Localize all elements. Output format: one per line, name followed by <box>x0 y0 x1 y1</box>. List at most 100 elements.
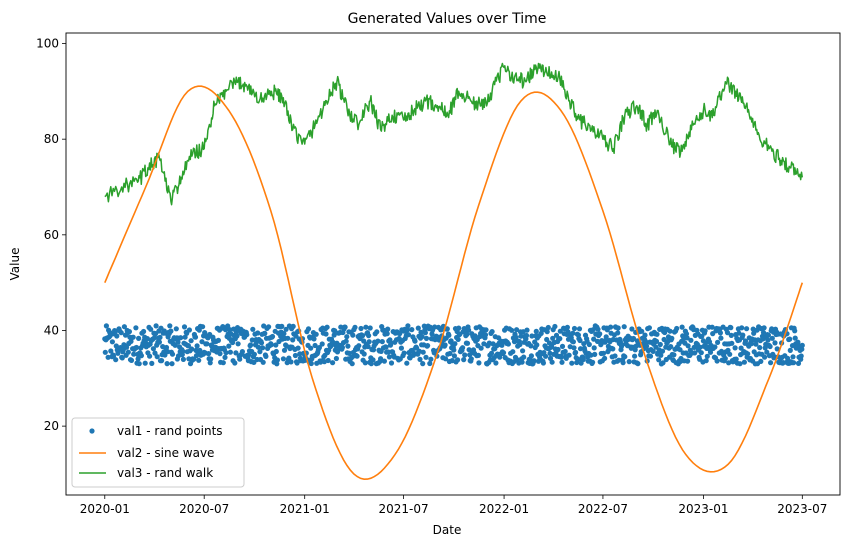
val1-point <box>483 327 489 333</box>
val1-point <box>281 331 287 337</box>
val1-point <box>748 341 755 347</box>
val1-point <box>774 346 780 352</box>
val1-point <box>169 361 175 367</box>
val1-point <box>559 343 566 349</box>
val1-point <box>156 339 162 345</box>
val1-point <box>404 327 410 333</box>
val1-point <box>350 332 356 338</box>
val1-point <box>412 338 418 344</box>
val1-point <box>558 354 565 360</box>
val1-point <box>739 325 745 331</box>
val1-point <box>186 327 192 333</box>
val1-point <box>592 351 598 357</box>
val1-point <box>728 325 734 331</box>
val1-point <box>370 357 376 363</box>
val1-point <box>521 354 527 360</box>
val1-point <box>791 360 797 366</box>
val1-point <box>452 341 458 347</box>
x-axis-label: Date <box>433 523 462 537</box>
val1-point <box>255 344 261 350</box>
val1-point <box>181 324 188 330</box>
val1-point <box>550 335 556 341</box>
val1-point <box>511 339 518 345</box>
x-axis: 2020-01 2020-07 2021-01 2021-07 2022-01 2022-… <box>80 495 827 516</box>
val1-point <box>366 339 372 345</box>
val1-point <box>425 343 431 349</box>
val1-point <box>594 338 601 344</box>
val1-point <box>493 360 499 366</box>
val1-point <box>136 361 142 367</box>
val1-point <box>544 329 550 335</box>
val1-point <box>164 361 170 367</box>
val1-point <box>386 354 392 360</box>
val1-point <box>518 333 524 339</box>
val1-point <box>288 359 294 365</box>
val1-point <box>113 357 119 363</box>
val1-point <box>443 356 449 362</box>
val1-point <box>740 332 746 338</box>
val1-point <box>375 338 381 344</box>
val1-point <box>549 359 555 365</box>
val1-point <box>366 333 372 339</box>
y-tick-label: 40 <box>44 323 59 337</box>
val1-point <box>597 331 603 337</box>
val1-point <box>262 330 268 336</box>
val1-point <box>753 341 759 347</box>
val1-point <box>427 360 433 367</box>
val1-point <box>704 353 710 359</box>
val1-point <box>622 354 628 360</box>
val1-point <box>540 360 547 366</box>
val1-point <box>538 330 544 336</box>
val1-point <box>769 335 775 341</box>
val1-point <box>702 328 708 334</box>
val1-point <box>685 358 691 364</box>
val1-point <box>279 323 285 329</box>
val1-point <box>790 354 796 360</box>
val1-point <box>559 359 565 365</box>
val1-point <box>742 338 749 344</box>
val1-point <box>608 324 614 330</box>
val1-point <box>283 326 289 332</box>
val1-point <box>188 338 194 344</box>
val1-point <box>616 357 622 363</box>
val1-point <box>319 341 325 347</box>
val1-point <box>356 343 362 349</box>
val1-point <box>684 335 690 341</box>
val1-point <box>401 350 407 356</box>
val1-point <box>149 360 155 366</box>
val1-point <box>323 331 329 337</box>
val1-point <box>590 359 596 365</box>
val1-point <box>692 350 698 356</box>
val1-point <box>118 330 124 336</box>
val1-point <box>294 360 300 366</box>
val1-point <box>549 343 555 349</box>
val1-point <box>130 334 136 340</box>
val1-point <box>384 331 390 337</box>
val1-point <box>260 345 266 351</box>
val1-point <box>128 357 135 363</box>
val1-point <box>442 342 448 348</box>
val1-point <box>698 350 704 356</box>
val1-point <box>274 357 280 363</box>
plot-border <box>65 32 841 496</box>
val1-point <box>222 354 228 360</box>
val1-point <box>768 360 774 366</box>
val1-point <box>660 360 666 366</box>
val1-point <box>232 360 238 366</box>
val1-point <box>490 341 496 347</box>
val1-point <box>185 343 191 349</box>
val1-point <box>798 353 804 359</box>
val1-point <box>237 356 243 362</box>
val1-point <box>419 334 425 340</box>
val1-point <box>360 333 366 339</box>
val1-point <box>722 355 728 362</box>
val1-point <box>489 329 495 335</box>
val1-point <box>268 342 274 348</box>
val1-point <box>248 342 254 348</box>
val1-point <box>683 331 690 337</box>
val1-point <box>163 344 170 351</box>
val1-point <box>795 360 802 366</box>
val1-point <box>415 325 421 331</box>
val1-point <box>524 327 530 333</box>
val1-point <box>447 350 453 357</box>
